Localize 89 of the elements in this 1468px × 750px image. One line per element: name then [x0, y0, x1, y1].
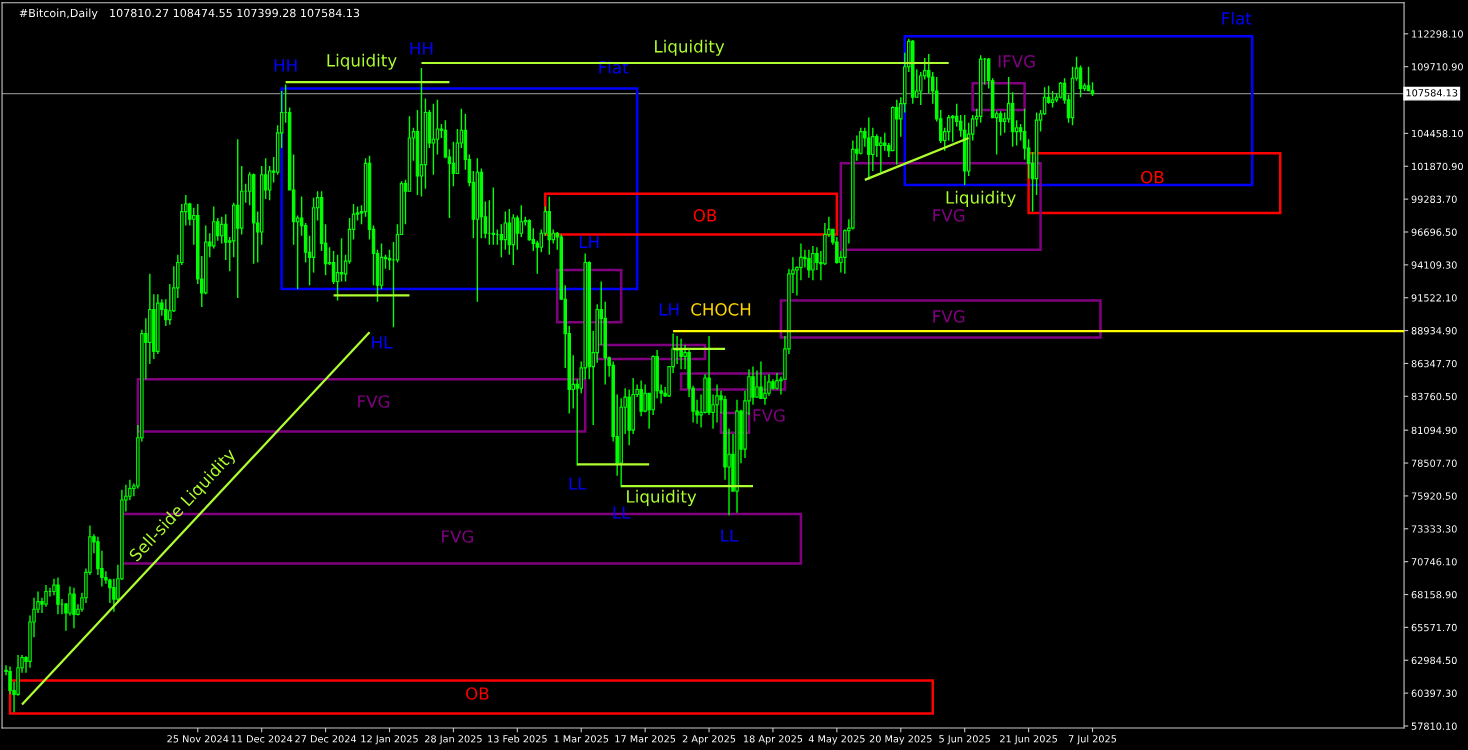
candlestick [339, 237, 344, 283]
candlestick [419, 67, 424, 198]
y-tick-label: 60397.30 [1411, 689, 1457, 697]
candlestick [1086, 66, 1091, 92]
annotation: OB [466, 687, 489, 700]
candlestick [755, 369, 759, 398]
x-tick-label: 18 Apr 2025 [743, 735, 803, 745]
annotation: LL [721, 529, 739, 542]
annotation: Liquidity [655, 39, 725, 56]
annotation: OB [1141, 170, 1164, 184]
y-tick-label: 83760.50 [1411, 392, 1457, 401]
candlestick [811, 245, 815, 281]
candlestick [387, 249, 392, 271]
y-tick-label: 88934.90 [1411, 327, 1457, 335]
candlestick [879, 135, 883, 173]
candlestick [527, 218, 532, 242]
x-tick-label: 28 Jan 2025 [424, 735, 482, 745]
x-tick-label: 20 May 2025 [869, 735, 932, 745]
annotation: Liquidity [946, 190, 1016, 207]
y-tick-label: 81094.90 [1411, 426, 1457, 435]
annotation: FVG [442, 530, 473, 543]
x-tick-label: 4 May 2025 [808, 735, 865, 745]
annotation: CHOCH [691, 303, 751, 316]
y-tick-label: 91522.10 [1411, 294, 1457, 302]
candlestick [950, 114, 955, 143]
y-tick-label: 73333.30 [1411, 525, 1457, 533]
annotation: OB [693, 209, 717, 222]
annotation: FVG [753, 409, 785, 422]
annotation: HH [410, 42, 433, 55]
chart-subtitle: 107810.27 108474.55 107399.28 107584.13 [110, 8, 360, 18]
y-tick-label: 104458.10 [1412, 129, 1463, 138]
y-tick-label: 101870.90 [1412, 162, 1463, 171]
annotation: LL [613, 506, 631, 519]
annotation: Flat [1222, 11, 1252, 25]
candlestick [679, 337, 683, 370]
annotation: LL [569, 477, 587, 490]
text: #Bitcoin,Daily [19, 8, 98, 20]
candlestick [751, 365, 755, 406]
y-tick-label: 94109.30 [1411, 261, 1457, 269]
annotation: Liquidity [627, 489, 697, 506]
candlestick [807, 249, 811, 279]
y-tick-label: 70746.10 [1411, 558, 1457, 566]
x-tick-label: 11 Dec 2024 [231, 735, 293, 743]
y-tick-label: 99283.70 [1411, 195, 1457, 203]
candlestick [763, 374, 767, 406]
y-tick-label: 65571.70 [1411, 623, 1457, 632]
x-tick-label: 5 Jun 2025 [939, 735, 990, 745]
candlestick [998, 110, 1003, 137]
ref-line-label: 107584.13 [1406, 89, 1458, 97]
candlestick [219, 216, 224, 245]
candlestick [431, 102, 436, 176]
y-tick-label: 57810.10 [1411, 722, 1457, 730]
annotation: FVG [933, 209, 965, 222]
candlestick [56, 576, 60, 616]
y-tick-label: 112298.10 [1412, 30, 1463, 38]
x-tick-label: 12 Jan 2025 [361, 735, 418, 745]
annotation: HH [274, 59, 297, 72]
x-tick-label: 21 Jun 2025 [1000, 735, 1057, 745]
candlestick [639, 379, 643, 417]
x-tick-label: 1 Mar 2025 [554, 735, 609, 743]
candlestick [435, 99, 440, 156]
y-tick-label: 109710.90 [1412, 63, 1463, 71]
annotation: LH [659, 303, 679, 316]
candlestick [112, 578, 116, 613]
annotation: Liquidity [327, 53, 397, 70]
y-tick-label: 86347.70 [1411, 359, 1457, 368]
candlestick [507, 208, 512, 256]
x-tick-label: 27 Dec 2024 [295, 735, 357, 743]
annotation: HL [372, 336, 393, 349]
y-tick-label: 62984.50 [1411, 656, 1457, 665]
annotation: FVG [358, 395, 390, 408]
y-tick-label: 75920.50 [1411, 492, 1457, 500]
candlestick [895, 99, 899, 166]
y-tick-label: 96696.50 [1411, 228, 1457, 236]
annotation: FVG [933, 310, 965, 323]
candlestick [72, 586, 76, 629]
y-tick-label: 78507.70 [1411, 459, 1457, 467]
x-tick-label: 13 Feb 2025 [488, 734, 547, 743]
x-tick-label: 7 Jul 2025 [1068, 734, 1117, 745]
annotation: LH [579, 235, 599, 248]
candlestick [515, 214, 520, 251]
candlestick [946, 114, 951, 142]
x-tick-label: 2 Apr 2025 [682, 735, 736, 745]
x-tick-label: 25 Nov 2024 [167, 735, 229, 743]
candlestick [499, 223, 504, 259]
candlestick [867, 116, 871, 181]
annotation: IFVG [998, 55, 1035, 68]
x-tick-label: 17 Mar 2025 [615, 735, 676, 743]
y-tick-label: 68158.90 [1411, 591, 1457, 599]
